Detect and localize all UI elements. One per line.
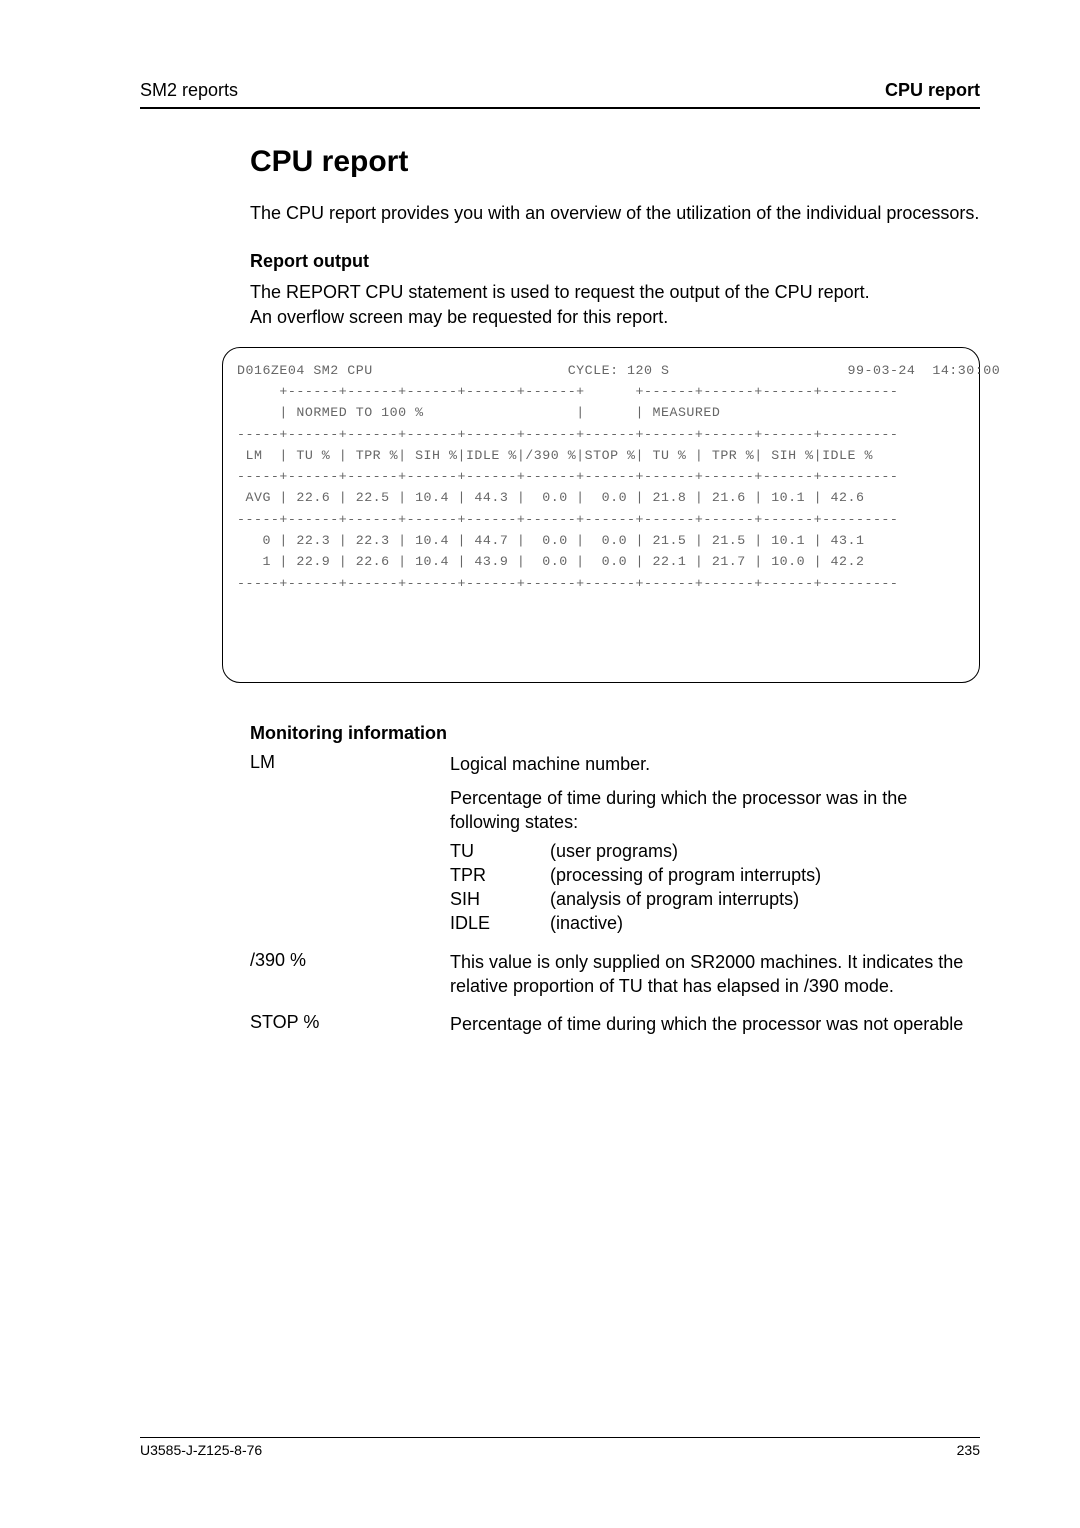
term-measured-label: MEASURED [653, 405, 721, 420]
state-idle-label: IDLE [450, 911, 550, 935]
header-rule [140, 107, 980, 109]
header-right: CPU report [885, 80, 980, 101]
footer-rule [140, 1437, 980, 1438]
def-row-390: /390 % This value is only supplied on SR… [250, 950, 980, 1013]
footer-page-number: 235 [957, 1442, 980, 1458]
def-term-lm: LM [250, 752, 450, 950]
states-list: TU(user programs) TPR(processing of prog… [450, 839, 821, 936]
monitoring-heading: Monitoring information [250, 723, 980, 744]
term-row-1: 1 | 22.9 | 22.6 | 10.4 | 43.9 | 0.0 | 0.… [237, 554, 864, 569]
state-tpr-label: TPR [450, 863, 550, 887]
def-row-lm: LM Logical machine number. Percentage of… [250, 752, 980, 950]
page-header: SM2 reports CPU report [140, 80, 980, 107]
state-tu-desc: (user programs) [550, 839, 821, 863]
def-row-stop: STOP % Percentage of time during which t… [250, 1012, 980, 1050]
page-title: CPU report [250, 145, 980, 179]
def-term-390: /390 % [250, 950, 450, 1013]
state-idle-desc: (inactive) [550, 911, 821, 935]
term-row-0: 0 | 22.3 | 22.3 | 10.4 | 44.7 | 0.0 | 0.… [237, 533, 864, 548]
terminal-output: D016ZE04 SM2 CPU CYCLE: 120 S 99-03-24 1… [222, 347, 980, 683]
def-desc-390: This value is only supplied on SR2000 ma… [450, 950, 980, 1013]
state-tpr-desc: (processing of program interrupts) [550, 863, 821, 887]
term-timestamp: 99-03-24 14:30:00 [848, 363, 1001, 378]
footer-doc-id: U3585-J-Z125-8-76 [140, 1442, 262, 1458]
term-normed-label: NORMED TO 100 % [296, 405, 423, 420]
term-avg-row: AVG | 22.6 | 22.5 | 10.4 | 44.3 | 0.0 | … [237, 490, 864, 505]
term-columns: LM | TU % | TPR %| SIH %|IDLE %|/390 %|S… [237, 448, 873, 463]
term-cycle: CYCLE: 120 S [568, 363, 670, 378]
definition-list: LM Logical machine number. Percentage of… [250, 752, 980, 1051]
def-desc-stop: Percentage of time during which the proc… [450, 1012, 980, 1050]
def-term-stop: STOP % [250, 1012, 450, 1050]
state-sih-desc: (analysis of program interrupts) [550, 887, 821, 911]
header-left: SM2 reports [140, 80, 238, 101]
term-host: D016ZE04 SM2 CPU [237, 363, 373, 378]
intro-paragraph: The CPU report provides you with an over… [250, 201, 980, 225]
state-tu-label: TU [450, 839, 550, 863]
report-output-heading: Report output [250, 251, 980, 272]
page-footer: U3585-J-Z125-8-76 235 [140, 1437, 980, 1458]
def-desc-lm: Logical machine number. Percentage of ti… [450, 752, 980, 950]
state-sih-label: SIH [450, 887, 550, 911]
report-output-paragraph: The REPORT CPU statement is used to requ… [250, 280, 980, 329]
